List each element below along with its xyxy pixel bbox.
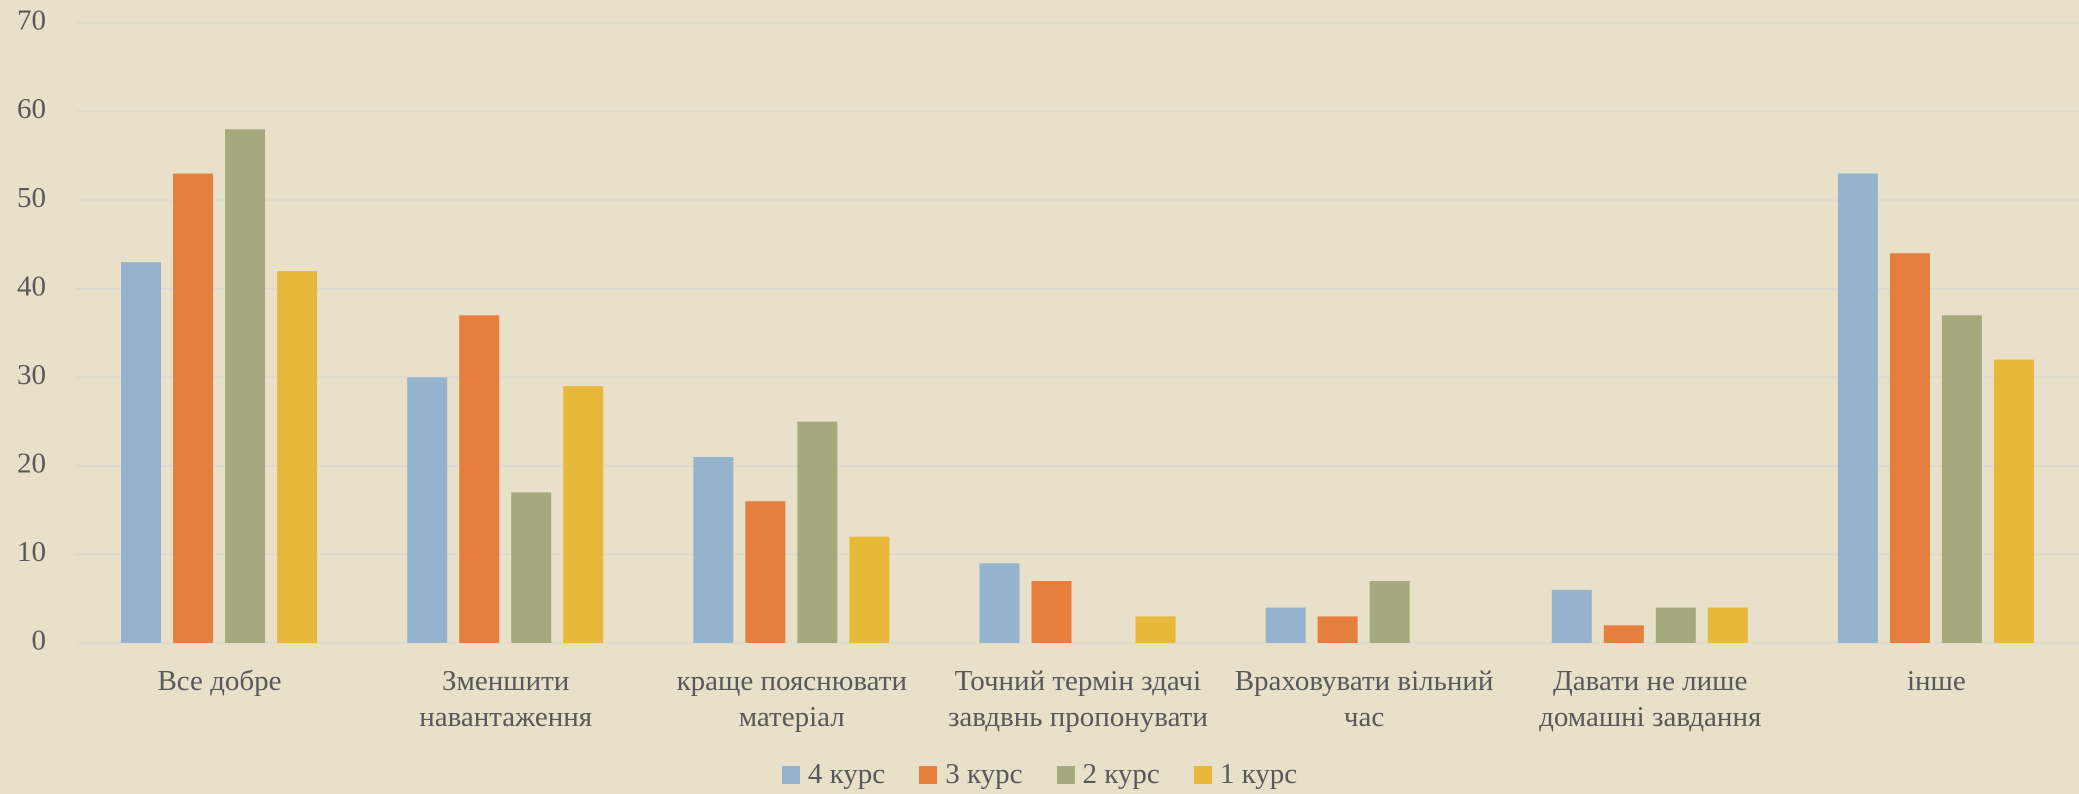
- bar: [745, 501, 786, 643]
- x-tick-label: інше: [1906, 665, 1966, 697]
- legend-swatch: [1193, 765, 1212, 784]
- legend: 4 курс 3 курс 2 курс 1 курс: [0, 758, 2079, 791]
- bar: [407, 377, 448, 643]
- y-tick-label: 10: [17, 536, 46, 568]
- legend-label: 3 курс: [945, 758, 1023, 790]
- legend-swatch: [781, 765, 800, 784]
- bar: [173, 173, 214, 644]
- x-tick-label: Давати не лише домашні завдання: [1539, 665, 1762, 733]
- legend-label: 4 курс: [807, 758, 886, 790]
- bar: [225, 129, 266, 644]
- y-tick-label: 20: [17, 448, 46, 480]
- legend-item: 1 курс: [1193, 758, 1298, 791]
- x-tick-label: Все добре: [157, 665, 282, 697]
- bar: [693, 457, 734, 643]
- bar: [1603, 625, 1644, 643]
- bar: [979, 563, 1020, 643]
- bar: [1941, 315, 1982, 643]
- bar: [1031, 581, 1072, 643]
- bar: [849, 536, 890, 643]
- legend-label: 2 курс: [1082, 758, 1160, 790]
- bar: [1655, 607, 1696, 643]
- legend-swatch: [1056, 765, 1075, 784]
- legend-item: 3 курс: [919, 758, 1023, 791]
- bar: [1265, 607, 1306, 643]
- bar: [1135, 616, 1176, 643]
- legend-item: 4 курс: [781, 758, 886, 791]
- y-tick-label: 40: [17, 270, 46, 302]
- x-tick-label: Зменшити навантаження: [419, 665, 593, 733]
- bar: [563, 386, 604, 643]
- bar: [459, 315, 500, 643]
- y-tick-label: 50: [17, 182, 46, 214]
- bar: [1369, 581, 1410, 643]
- x-tick-label: Точний термін здачі завдвнь пропонувати: [947, 665, 1208, 733]
- x-tick-label: краще пояснювати матеріал: [676, 665, 907, 733]
- bar: [1551, 589, 1592, 643]
- legend-label: 1 курс: [1219, 758, 1298, 790]
- bar: [1889, 253, 1930, 644]
- bar: [511, 492, 552, 643]
- legend-item: 2 курс: [1056, 758, 1160, 791]
- y-tick-label: 0: [32, 625, 47, 657]
- y-tick-label: 30: [17, 359, 46, 391]
- bar: [1707, 607, 1748, 643]
- y-tick-label: 70: [17, 5, 46, 37]
- bar: [277, 271, 318, 643]
- bar: [797, 421, 838, 643]
- x-tick-label: Враховувати вільний час: [1234, 665, 1494, 733]
- legend-swatch: [919, 765, 938, 784]
- bar: [1837, 173, 1878, 644]
- y-tick-label: 60: [17, 93, 46, 125]
- bar: [121, 262, 162, 643]
- bar: [1993, 359, 2034, 643]
- bar: [1317, 616, 1358, 643]
